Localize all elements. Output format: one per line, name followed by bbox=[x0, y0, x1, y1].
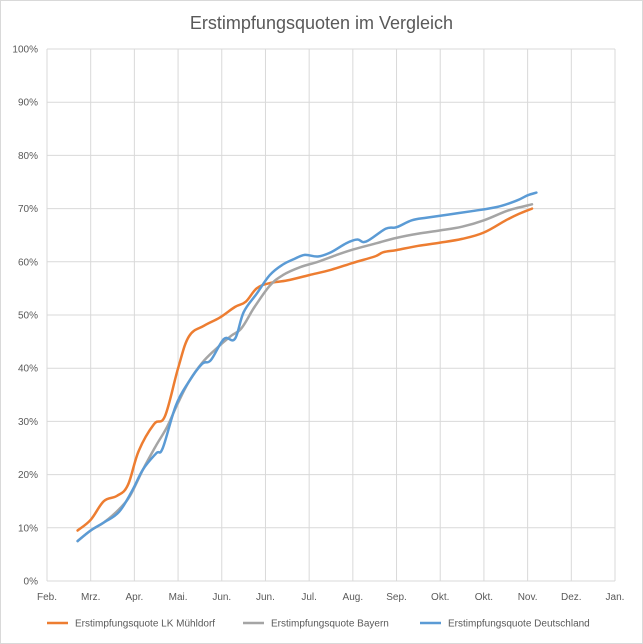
y-tick-label: 10% bbox=[18, 523, 38, 534]
x-tick-label: Okt. bbox=[431, 592, 449, 603]
x-tick-label: Sep. bbox=[386, 592, 407, 603]
x-tick-label: Nov. bbox=[518, 592, 538, 603]
x-tick-label: Apr. bbox=[125, 592, 143, 603]
x-tick-label: Mrz. bbox=[81, 592, 100, 603]
y-tick-label: 60% bbox=[18, 257, 38, 268]
series-lines bbox=[76, 191, 538, 543]
y-tick-label: 90% bbox=[18, 98, 38, 109]
y-tick-label: 0% bbox=[24, 577, 39, 588]
x-tick-label: Feb. bbox=[37, 592, 57, 603]
x-tick-label: Okt. bbox=[475, 592, 493, 603]
y-tick-label: 20% bbox=[18, 470, 38, 481]
gridlines bbox=[46, 48, 616, 582]
chart-title: Erstimpfungsquoten im Vergleich bbox=[190, 13, 453, 33]
x-tick-label: Jan. bbox=[606, 592, 625, 603]
x-tick-label: Jul. bbox=[301, 592, 317, 603]
legend-label: Erstimpfungsquote Deutschland bbox=[448, 619, 590, 630]
legend: Erstimpfungsquote LK Mühldorf Erstimpfung… bbox=[47, 619, 590, 630]
y-axis-ticks: 0% 10% 20% 30% 40% 50% 60% 70% 80% 90% 100% bbox=[12, 45, 38, 588]
x-tick-label: Aug. bbox=[343, 592, 364, 603]
y-tick-label: 50% bbox=[18, 311, 38, 322]
legend-label: Erstimpfungsquote LK Mühldorf bbox=[75, 619, 215, 630]
series-line-2 bbox=[76, 191, 538, 543]
y-tick-label: 30% bbox=[18, 417, 38, 428]
legend-label: Erstimpfungsquote Bayern bbox=[271, 619, 389, 630]
x-tick-label: Mai. bbox=[169, 592, 188, 603]
y-tick-label: 100% bbox=[12, 45, 38, 56]
y-tick-label: 80% bbox=[18, 151, 38, 162]
y-tick-label: 40% bbox=[18, 364, 38, 375]
x-tick-label: Dez. bbox=[561, 592, 582, 603]
series-line-0 bbox=[76, 207, 534, 532]
x-tick-label: Jun. bbox=[256, 592, 275, 603]
y-tick-label: 70% bbox=[18, 204, 38, 215]
x-axis-ticks: Feb. Mrz. Apr. Mai. Jun. Jun. Jul. Aug. Sep. Okt.… bbox=[37, 592, 624, 603]
x-tick-label: Jun. bbox=[212, 592, 231, 603]
